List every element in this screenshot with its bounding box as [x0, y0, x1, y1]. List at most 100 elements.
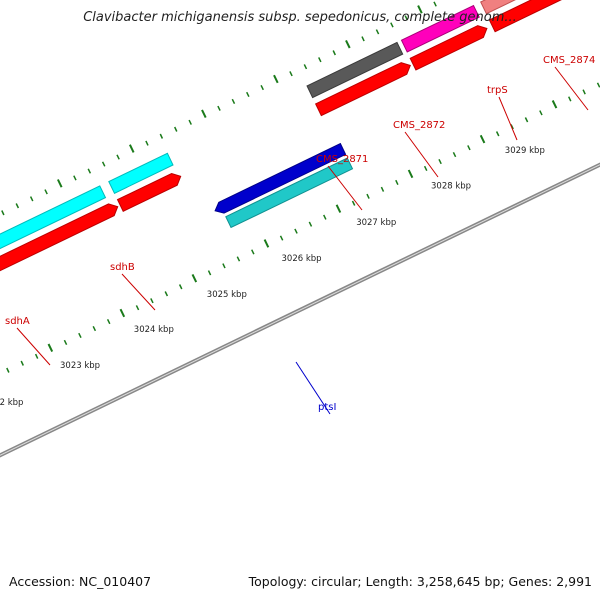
upper-tick-35	[417, 5, 423, 14]
labels: 3022 kbp 3023 kbp 3024 kbp 3025 kbp 3026 kbp…	[0, 55, 595, 415]
upper-tick-6	[1, 210, 5, 216]
tick-label-5: 3027 kbp	[356, 218, 396, 228]
leader-CMS_2871	[327, 165, 363, 211]
label-sdhA: sdhA	[5, 316, 30, 327]
gene-CMS_2871[interactable]	[306, 41, 404, 99]
upper-tick-27	[303, 64, 308, 70]
upper-tick-26	[289, 71, 293, 77]
lower-tick-21	[279, 235, 284, 241]
tick-label-7: 3029 kbp	[505, 146, 545, 156]
leader-CMS_2872	[404, 131, 439, 178]
lower-tick-20	[263, 239, 270, 248]
tick-label-2: 3024 kbp	[134, 325, 174, 335]
upper-tick-12	[87, 168, 92, 174]
label-sdhB: sdhB	[110, 262, 135, 273]
upper-tick-10	[56, 179, 63, 188]
lower-tick-6	[63, 339, 68, 346]
lower-tick-5	[47, 343, 54, 353]
upper-tick-25	[273, 74, 279, 84]
upper-tick-21	[217, 105, 221, 111]
upper-tick-15	[128, 144, 135, 153]
leader-sdhB	[121, 273, 156, 311]
tick-label-0: 3022 kbp	[0, 398, 23, 408]
upper-tick-19	[188, 119, 192, 125]
topology-text: Topology: circular; Length: 3,258,645 bp…	[248, 574, 592, 589]
backbone-highlight	[0, 164, 600, 456]
upper-tick-7	[15, 203, 20, 209]
label-CMS_2872: CMS_2872	[393, 120, 445, 131]
gene-trpS[interactable]	[480, 0, 570, 15]
lower-tick-18	[236, 256, 241, 262]
lower-tick-30	[407, 169, 414, 179]
label-CMS_2874: CMS_2874	[543, 55, 595, 66]
lower-tick-17	[222, 263, 226, 269]
upper-tick-36	[433, 1, 437, 7]
label-trpS: trpS	[487, 85, 508, 96]
upper-tick-20	[201, 109, 207, 119]
lower-tick-9	[106, 318, 111, 325]
lower-tick-27	[366, 193, 370, 199]
lower-tick-3	[20, 360, 24, 366]
lower-tick-36	[495, 131, 500, 137]
upper-tick-33	[390, 22, 394, 28]
lower-tick-25	[335, 204, 342, 213]
lower-tick-24	[323, 214, 327, 220]
map-title: Clavibacter michiganensis subsp. sepedon…	[83, 10, 517, 25]
upper-tick-9	[44, 189, 48, 195]
lower-tick-11	[135, 305, 140, 311]
lower-tick-39	[539, 110, 543, 116]
lower-tick-19	[251, 249, 255, 255]
forward-cds-5[interactable]	[488, 0, 577, 33]
forward-cds-3[interactable]	[314, 62, 411, 117]
lower-tick-41	[568, 96, 572, 102]
lower-tick-35	[479, 134, 486, 144]
lower-tick-28	[380, 186, 385, 192]
upper-tick-18	[174, 126, 178, 132]
upper-tick-11	[73, 175, 77, 181]
gene-blue[interactable]	[214, 142, 347, 214]
tick-label-4: 3026 kbp	[282, 254, 322, 264]
lower-tick-42	[582, 89, 586, 95]
upper-tick-14	[116, 154, 120, 160]
label-ptsI: ptsI	[318, 402, 336, 413]
lower-tick-23	[308, 221, 313, 227]
forward-cds-4[interactable]	[409, 25, 488, 71]
upper-tick-24	[260, 84, 264, 91]
tick-label-3: 3025 kbp	[207, 290, 247, 300]
lower-tick-29	[395, 179, 399, 186]
upper-tick-13	[101, 161, 106, 167]
lower-tick-7	[78, 332, 82, 339]
gene-ptsI[interactable]	[225, 157, 354, 229]
lower-tick-34	[467, 145, 471, 151]
lower-tick-12	[150, 298, 154, 304]
upper-tick-30	[345, 39, 351, 49]
genome-backbone	[0, 162, 600, 458]
lower-tick-13	[164, 291, 169, 297]
forward-cds-2[interactable]	[116, 172, 182, 212]
lower-tick-38	[524, 117, 529, 123]
label-CMS_2871: CMS_2871	[316, 154, 368, 165]
lower-tick-40	[551, 100, 558, 109]
leader-trpS	[498, 96, 518, 141]
forward-cds-1[interactable]	[0, 203, 119, 292]
tick-label-6: 3028 kbp	[431, 182, 471, 192]
feature-lanes	[0, 0, 577, 292]
upper-tick-29	[332, 50, 336, 56]
accession-text: Accession: NC_010407	[9, 574, 152, 589]
gene-CMS_2872[interactable]	[400, 4, 480, 53]
gene-sdhB[interactable]	[108, 152, 174, 194]
leader-CMS_2874	[554, 66, 589, 111]
tick-marks	[1, 1, 600, 373]
leader-sdhA	[16, 327, 51, 366]
lower-tick-16	[207, 270, 212, 276]
lower-tick-31	[423, 165, 428, 172]
leader-ptsI	[295, 361, 331, 415]
gene-sdhA[interactable]	[0, 185, 107, 274]
tick-label-1: 3023 kbp	[60, 361, 100, 371]
lower-tick-43	[596, 82, 600, 88]
lower-tick-14	[178, 284, 183, 290]
upper-tick-34	[404, 15, 409, 21]
lower-tick-26	[351, 200, 356, 206]
